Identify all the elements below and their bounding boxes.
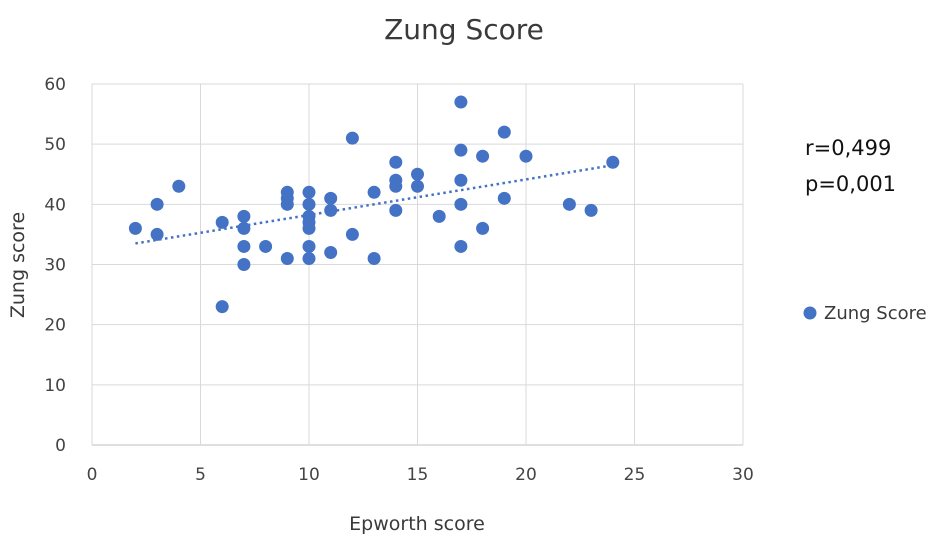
y-axis-title: Zung score [7,212,29,318]
axis-ticks: 0 10 20 30 40 50 60 0 5 10 15 20 25 30 [44,75,753,485]
data-point [302,251,316,265]
data-point [454,95,468,109]
legend: Zung Score [803,303,927,324]
data-point [259,239,273,253]
data-point [519,149,533,163]
trendline [135,163,614,245]
data-point [389,179,403,193]
data-point [389,155,403,169]
data-point [215,215,229,229]
y-tick-label: 40 [44,195,66,215]
data-point [389,203,403,217]
data-point [345,131,359,145]
legend-label: Zung Score [824,303,927,324]
data-point [280,251,294,265]
data-point [237,221,251,235]
data-point [584,203,598,217]
y-tick-label: 60 [44,75,66,95]
data-point [302,221,316,235]
data-point [237,239,251,253]
x-tick-label: 30 [732,465,754,485]
trendline-layer [135,163,614,245]
data-point [497,191,511,205]
x-tick-label: 15 [407,465,429,485]
data-point [345,227,359,241]
data-point [454,197,468,211]
y-tick-label: 10 [44,376,66,396]
legend-marker [803,306,817,320]
chart-title: Zung Score [384,13,544,46]
data-point [606,155,620,169]
data-point [411,179,424,193]
data-point [302,239,316,253]
x-tick-label: 20 [515,465,537,485]
data-points [128,95,620,314]
annotation-r: r=0,499 [805,136,891,160]
x-tick-label: 0 [87,465,98,485]
y-tick-label: 0 [55,436,66,456]
data-point [324,191,338,205]
y-tick-label: 20 [44,316,66,336]
data-point [128,221,142,235]
data-point [324,245,338,259]
y-tick-label: 50 [44,135,66,155]
x-axis-title: Epworth score [349,513,485,535]
data-point [237,258,251,271]
data-point [476,221,490,235]
data-point [476,149,490,163]
data-point [411,167,424,181]
data-point [150,197,164,211]
data-point [324,203,338,217]
data-point [302,197,316,211]
data-point [454,173,468,187]
data-point [432,209,446,223]
data-point [497,125,511,139]
data-point [237,209,251,223]
x-tick-label: 25 [624,465,646,485]
data-point [367,251,381,265]
gridlines [91,83,744,446]
data-point [172,179,186,193]
data-point [454,239,468,253]
y-tick-label: 30 [44,256,66,276]
data-point [562,197,576,211]
data-point [367,185,381,199]
data-point [150,227,164,241]
data-point [302,185,316,199]
data-point [280,197,294,211]
data-point [215,300,229,314]
data-point [454,143,468,157]
x-tick-label: 5 [195,465,206,485]
x-tick-label: 10 [298,465,320,485]
annotation-p: p=0,001 [805,172,896,196]
